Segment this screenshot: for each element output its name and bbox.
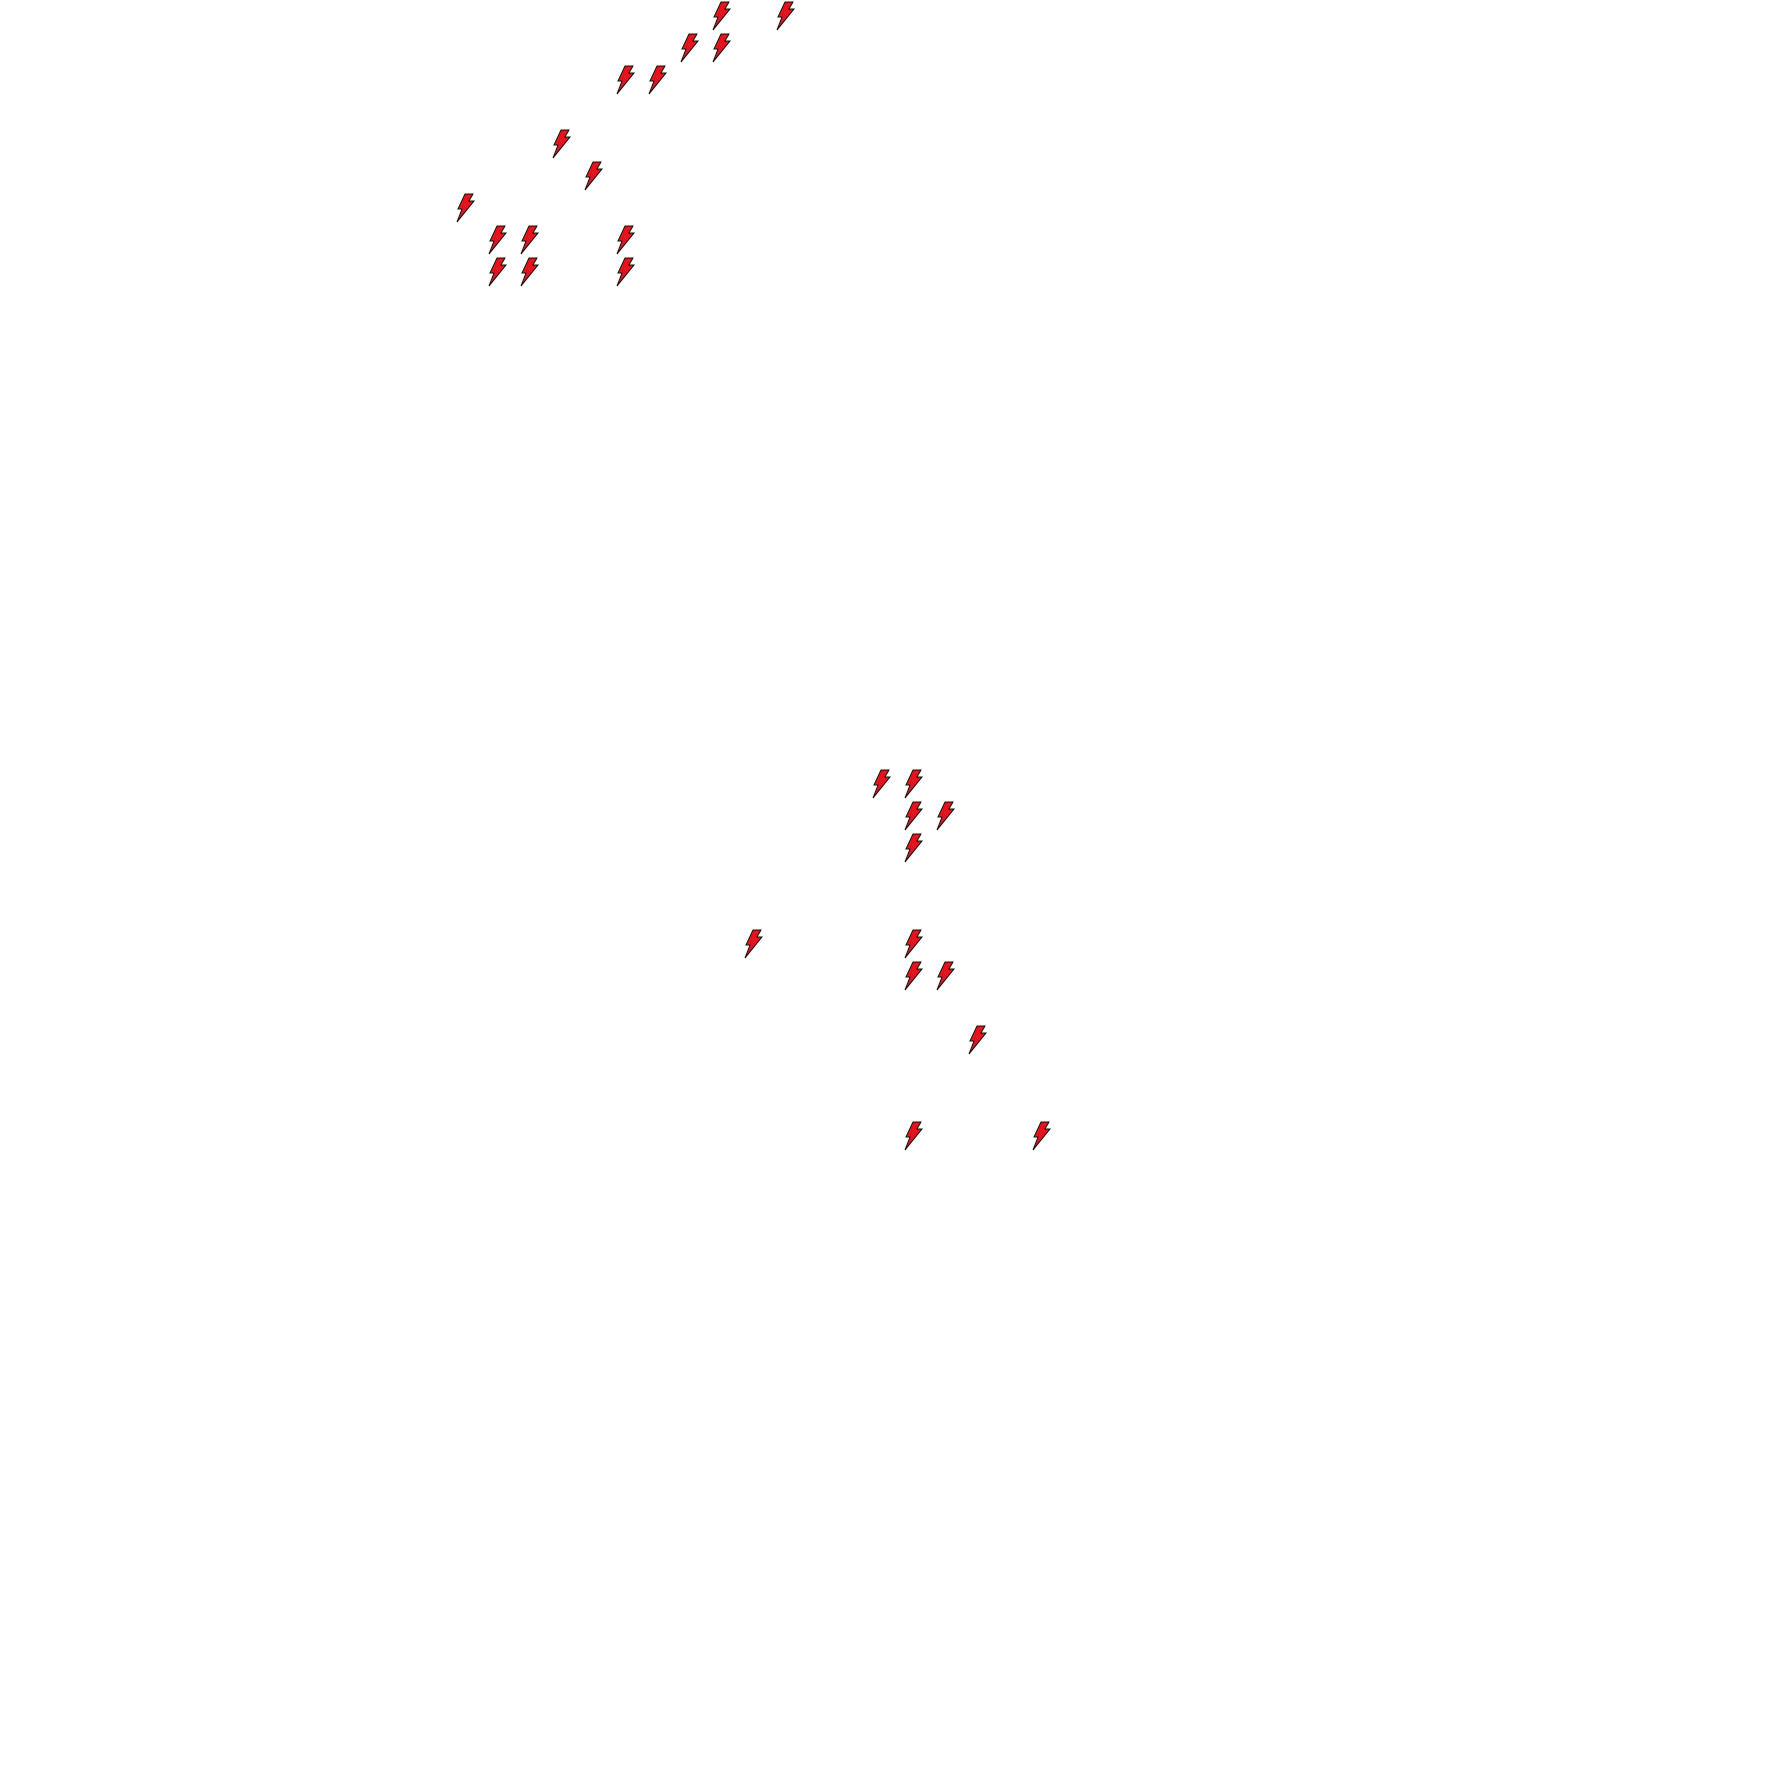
map-tile	[0, 0, 1792, 1792]
map-background	[0, 0, 1792, 1792]
page: (() => { const data = JSON.parse(documen…	[0, 0, 1792, 1792]
